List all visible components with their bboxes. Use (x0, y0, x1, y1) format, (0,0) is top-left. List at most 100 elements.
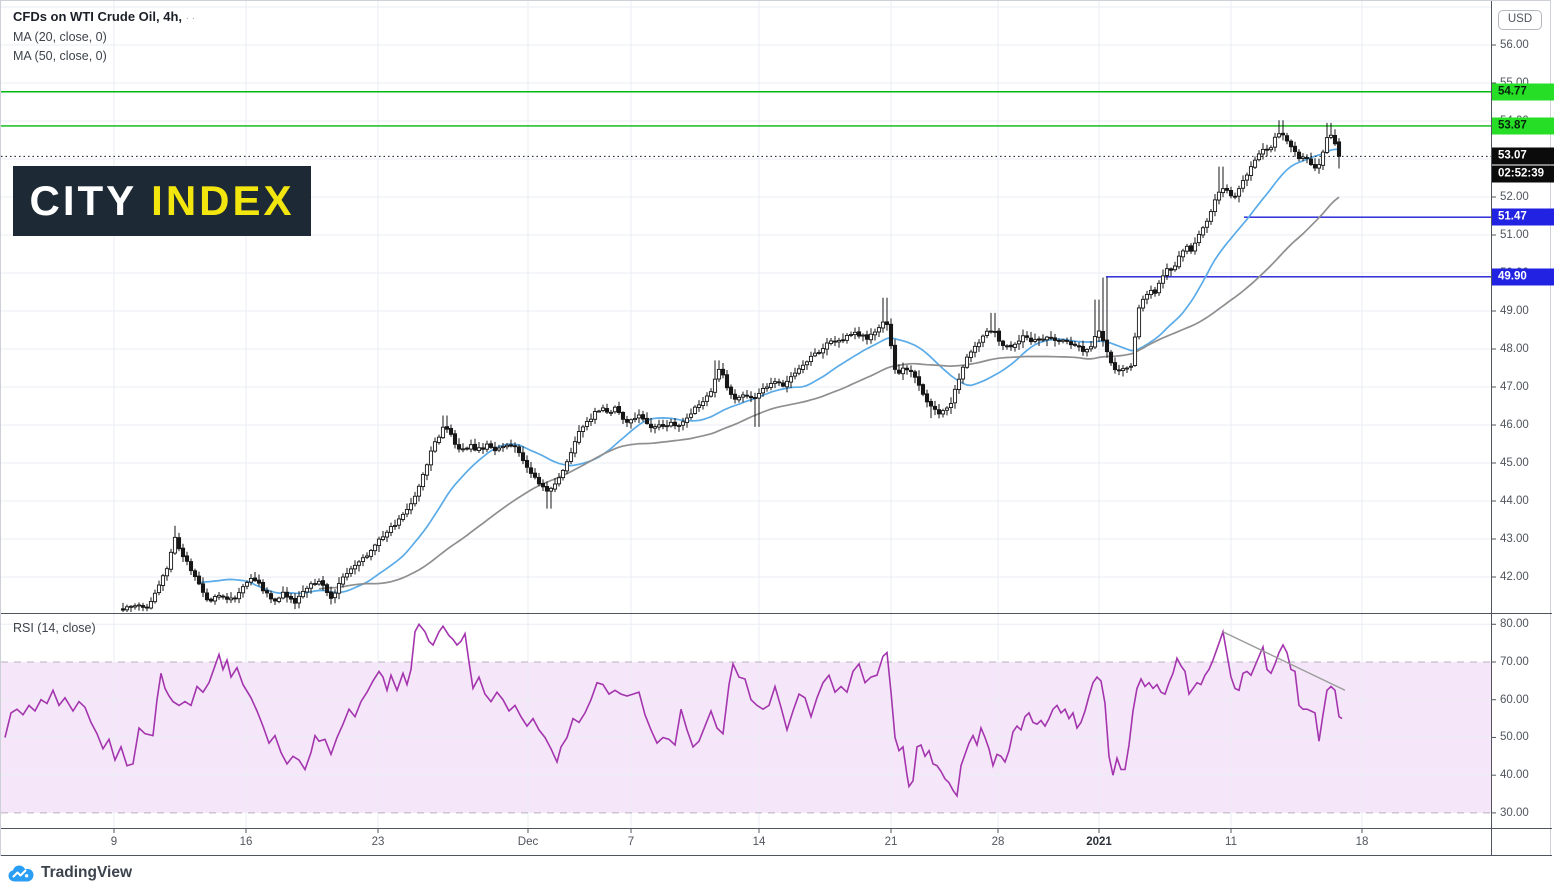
candle[interactable] (1124, 366, 1130, 374)
candle[interactable] (276, 596, 282, 604)
candle[interactable] (1100, 277, 1106, 347)
candle[interactable] (1228, 186, 1234, 199)
candle[interactable] (1200, 225, 1206, 238)
candle[interactable] (832, 336, 838, 347)
candle[interactable] (728, 384, 734, 399)
candle[interactable] (452, 430, 458, 449)
candle[interactable] (324, 582, 330, 597)
candle[interactable] (148, 597, 154, 610)
candle[interactable] (432, 437, 438, 453)
candle[interactable] (956, 373, 962, 394)
candle[interactable] (900, 362, 906, 381)
candle[interactable] (1040, 334, 1046, 343)
candle[interactable] (1152, 287, 1158, 297)
candle[interactable] (664, 420, 670, 432)
candle[interactable] (1212, 194, 1218, 217)
candle[interactable] (556, 472, 562, 487)
candle[interactable] (952, 385, 958, 409)
candle[interactable] (884, 297, 890, 331)
candle[interactable] (940, 408, 946, 418)
candle[interactable] (1132, 332, 1138, 367)
candle[interactable] (740, 391, 746, 403)
candle[interactable] (928, 398, 934, 419)
candle[interactable] (1180, 248, 1186, 262)
candle[interactable] (128, 605, 134, 612)
candle[interactable] (1056, 338, 1062, 345)
candle[interactable] (136, 602, 142, 611)
candle[interactable] (164, 566, 170, 581)
candle[interactable] (340, 573, 346, 588)
candle[interactable] (1072, 340, 1078, 347)
candle[interactable] (648, 417, 654, 433)
candle[interactable] (260, 579, 266, 594)
candle[interactable] (916, 370, 922, 391)
candle[interactable] (156, 580, 162, 596)
candle[interactable] (1316, 158, 1322, 174)
candle[interactable] (904, 365, 910, 375)
candle[interactable] (1104, 277, 1110, 358)
candle[interactable] (796, 364, 802, 376)
candle[interactable] (404, 503, 410, 518)
candle[interactable] (804, 360, 810, 370)
candle[interactable] (680, 417, 686, 431)
candle[interactable] (1328, 122, 1334, 140)
candle[interactable] (920, 383, 926, 397)
candle[interactable] (256, 574, 262, 587)
candle[interactable] (932, 400, 938, 416)
candle[interactable] (1224, 184, 1230, 194)
candle[interactable] (616, 401, 622, 415)
candle[interactable] (424, 463, 430, 481)
candle[interactable] (516, 444, 522, 457)
candle[interactable] (168, 548, 174, 573)
candle[interactable] (132, 603, 138, 610)
candle[interactable] (468, 439, 474, 453)
candle[interactable] (284, 587, 290, 603)
candle[interactable] (1064, 337, 1070, 345)
candle[interactable] (772, 377, 778, 389)
candle[interactable] (1008, 341, 1014, 351)
candle[interactable] (1048, 331, 1054, 341)
rsi-legend[interactable]: RSI (14, close) (13, 621, 96, 635)
candle[interactable] (1168, 267, 1174, 277)
candle[interactable] (172, 525, 178, 555)
candle[interactable] (576, 425, 582, 445)
candle[interactable] (368, 548, 374, 561)
candle[interactable] (348, 565, 354, 577)
candle[interactable] (564, 459, 570, 475)
candle[interactable] (1276, 120, 1282, 139)
candle[interactable] (588, 413, 594, 427)
candle[interactable] (876, 324, 882, 338)
price-axis[interactable]: 42.00 43.00 44.00 45.00 46.00 47.00 48.00 49.00… (1491, 1, 1554, 856)
candle[interactable] (240, 583, 246, 598)
candle[interactable] (1308, 152, 1314, 167)
candle[interactable] (808, 351, 814, 366)
candle[interactable] (668, 418, 674, 428)
candle[interactable] (848, 331, 854, 338)
candle[interactable] (1256, 150, 1262, 162)
candle[interactable] (840, 333, 846, 344)
candle[interactable] (464, 446, 470, 451)
candle[interactable] (480, 443, 486, 454)
candle[interactable] (584, 417, 590, 431)
candle[interactable] (672, 418, 678, 430)
candle[interactable] (756, 388, 762, 427)
candle[interactable] (224, 593, 230, 604)
candle[interactable] (520, 446, 526, 465)
candle[interactable] (1300, 153, 1306, 162)
candle[interactable] (496, 444, 502, 453)
candle[interactable] (144, 603, 150, 612)
candle[interactable] (320, 575, 326, 591)
candle[interactable] (1320, 149, 1326, 171)
candle[interactable] (592, 407, 598, 424)
candle[interactable] (1248, 161, 1254, 181)
candle[interactable] (692, 405, 698, 415)
candle[interactable] (1260, 143, 1266, 160)
tradingview-attribution[interactable]: TradingView (8, 859, 132, 887)
candle[interactable] (732, 389, 738, 404)
candle[interactable] (140, 602, 146, 612)
candle[interactable] (988, 312, 994, 334)
candle[interactable] (1136, 304, 1142, 340)
candle[interactable] (312, 578, 318, 587)
candle[interactable] (764, 383, 770, 392)
candle[interactable] (1036, 336, 1042, 347)
